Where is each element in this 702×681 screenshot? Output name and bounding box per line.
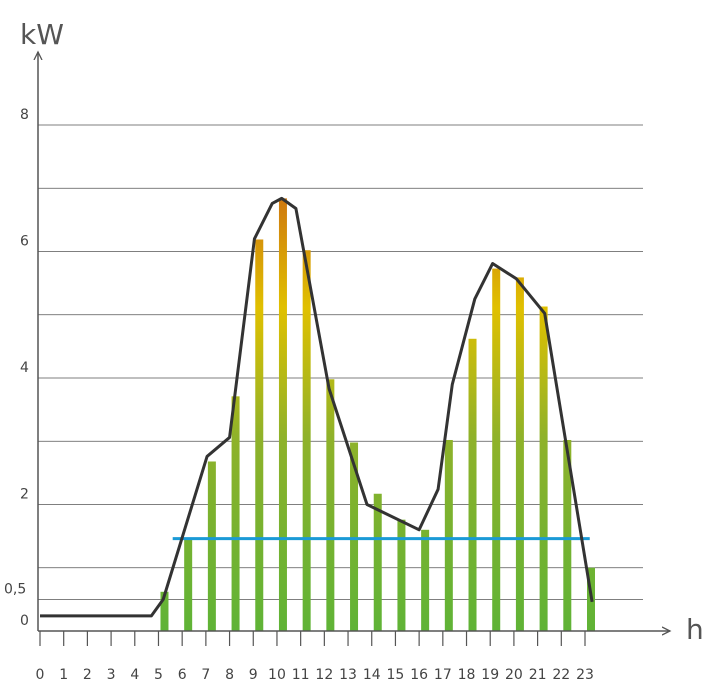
bar [184, 539, 193, 631]
x-tick-label: 15 [387, 667, 405, 681]
bar [255, 239, 264, 632]
x-tick-label: 3 [107, 667, 116, 681]
bar [492, 268, 501, 631]
x-tick-label: 19 [481, 667, 499, 681]
bars [160, 198, 595, 632]
x-tick-label: 10 [268, 667, 286, 681]
x-tick-label: 23 [576, 667, 594, 681]
y-tick-label: 2 [20, 487, 29, 503]
bar [373, 493, 382, 631]
x-axis-label: h [686, 613, 702, 646]
consumption-curve [40, 196, 594, 618]
x-tick-label: 13 [339, 667, 357, 681]
x-tick-label: 20 [505, 667, 523, 681]
x-tick-label: 2 [83, 667, 92, 681]
y-tick-label: 6 [20, 234, 29, 250]
y-axis-label: kW [20, 18, 64, 51]
bar [515, 277, 524, 631]
x-tick-label: 9 [249, 667, 258, 681]
y-tick-label: 0,5 [4, 581, 26, 597]
x-tick-label: 16 [410, 667, 428, 681]
bar [207, 461, 216, 631]
bar [563, 439, 572, 631]
x-tick-label: 22 [552, 667, 570, 681]
bar [231, 396, 240, 631]
x-tick-label: 1 [59, 667, 68, 681]
y-tick-label: 8 [20, 107, 29, 123]
x-tick-label: 5 [154, 667, 163, 681]
x-tick-label: 7 [201, 667, 210, 681]
bar [160, 591, 169, 631]
bar [326, 379, 335, 631]
bar [278, 198, 287, 631]
x-tick-label: 6 [178, 667, 187, 681]
bar [539, 306, 548, 631]
x-tick-label: 21 [529, 667, 547, 681]
x-tick-label: 12 [315, 667, 333, 681]
bar [444, 439, 453, 631]
bar [421, 529, 430, 631]
y-tick-label: 4 [20, 360, 29, 376]
x-tick-label: 18 [458, 667, 476, 681]
bar [397, 519, 406, 631]
bar [468, 338, 477, 631]
x-tick-label: 11 [292, 667, 310, 681]
x-tick-label: 14 [363, 667, 381, 681]
bar [302, 250, 311, 632]
x-tick-label: 8 [225, 667, 234, 681]
x-tick-label: 17 [434, 667, 452, 681]
x-tick-label: 4 [130, 667, 139, 681]
x-tick-label: 0 [36, 667, 45, 681]
bar [350, 442, 359, 631]
y-tick-label: 0 [20, 613, 29, 629]
